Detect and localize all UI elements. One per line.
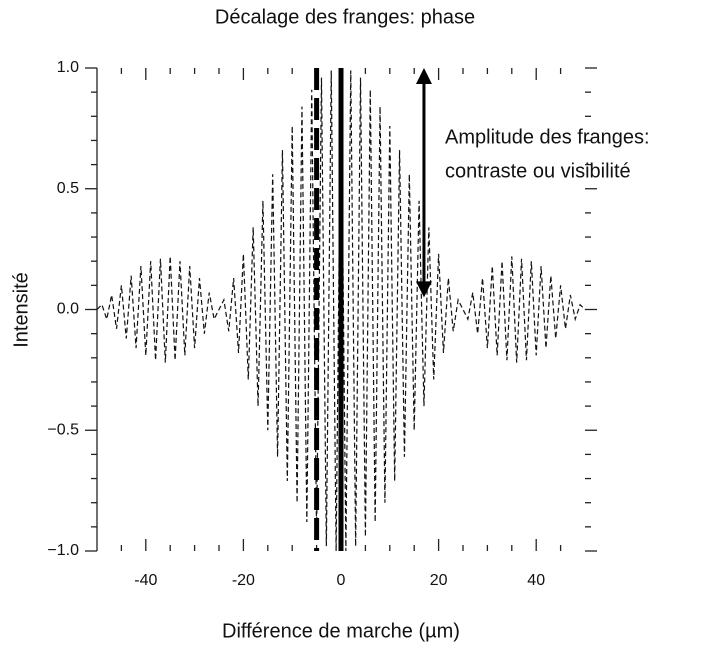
x-tick-label: -40 <box>134 572 157 589</box>
y-tick-label: 0.0 <box>57 301 79 318</box>
y-tick-label: −1.0 <box>47 542 79 559</box>
x-tick-label: 40 <box>527 572 545 589</box>
arrow-head <box>415 68 432 84</box>
x-axis-label: Différence de marche (µm) <box>222 620 460 642</box>
y-axis-label: Intensité <box>10 272 32 348</box>
x-tick-label: 0 <box>337 572 346 589</box>
chart-title: Décalage des franges: phase <box>215 6 475 28</box>
y-tick-label: −0.5 <box>47 421 79 438</box>
arrow-head <box>415 281 432 298</box>
annotation: Amplitude des franges: <box>445 126 650 148</box>
x-tick-label: 20 <box>430 572 448 589</box>
annotation: contraste ou visibilité <box>445 160 631 182</box>
y-tick-label: 1.0 <box>57 59 79 76</box>
y-tick-label: 0.5 <box>57 180 79 197</box>
x-tick-label: -20 <box>232 572 255 589</box>
